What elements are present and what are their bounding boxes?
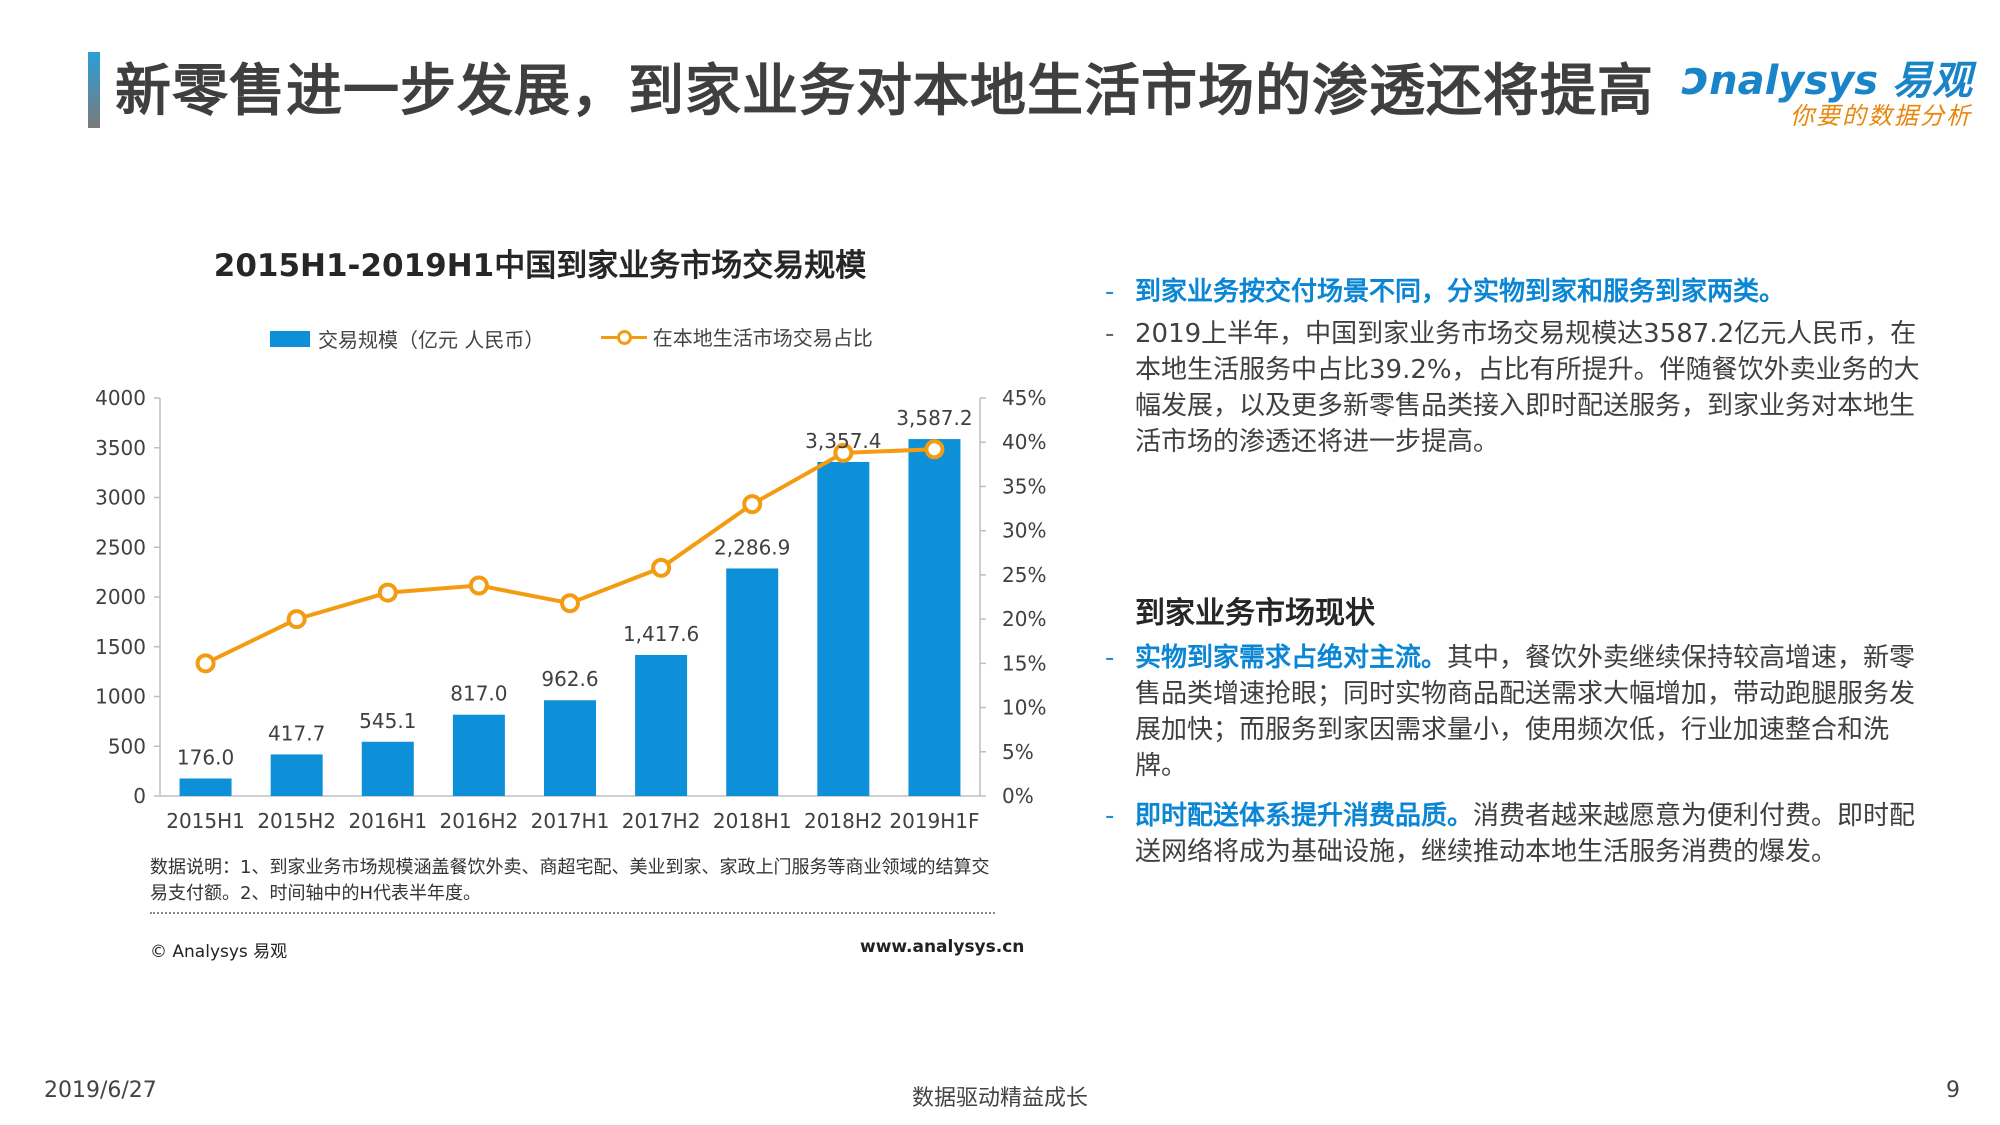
bar [179,778,232,796]
analysys-logo: ↄnalysys 易观 你要的数据分析 [1682,48,1972,132]
bar-data-label: 3,587.2 [896,406,972,430]
legend-label-line: 在本地生活市场交易占比 [652,326,873,350]
y-left-tick-label: 3500 [95,436,146,460]
chart-copyright: © Analysys 易观 [150,942,288,962]
y-right-tick-label: 40% [1002,430,1046,454]
bar [544,700,596,796]
section-title: 到家业务市场现状 [1135,596,1375,631]
bullet-dash: - [1105,801,1115,831]
x-tick-label: 2018H2 [804,809,883,833]
logo-text: ↄnalysys 易观 [1681,51,1972,105]
chart-title: 2015H1-2019H1中国到家业务市场交易规模 [213,248,867,284]
line-point [195,653,216,674]
line-point [833,442,854,463]
bar-data-label: 176.0 [177,745,234,769]
logo-slogan: 你要的数据分析 [1790,102,1972,130]
bar [361,741,414,796]
bullet-1: - 到家业务按交付场景不同，分实物到家和服务到家两类。 [1105,274,1925,310]
y-right-tick-label: 35% [1002,474,1046,498]
line-point [742,494,763,515]
bar-data-label: 962.6 [541,667,598,691]
y-right-tick-label: 25% [1002,563,1046,587]
bullet-3-highlight: 实物到家需求占绝对主流。 [1135,643,1448,673]
bar [635,654,688,796]
bar-data-label: 417.7 [268,721,325,745]
bullet-group-2: - 实物到家需求占绝对主流。其中，餐饮外卖继续保持较高增速，新零售品类增速抢眼；… [1105,640,1925,870]
line-point [377,582,398,603]
y-left-tick-label: 1500 [95,635,146,659]
legend-label-bar: 交易规模（亿元 人民币） [318,328,545,352]
x-tick-label: 2017H1 [531,809,610,833]
bar [270,754,323,796]
y-right-tick-label: 0% [1002,784,1034,808]
bar-data-label: 817.0 [450,682,507,706]
footer-page-number: 9 [1946,1078,1960,1103]
bar [452,714,505,796]
y-right-tick-label: 20% [1002,607,1046,631]
x-tick-label: 2017H2 [622,809,701,833]
x-tick-label: 2018H1 [713,809,792,833]
bar-data-label: 2,286.9 [714,535,790,559]
y-right-tick-label: 15% [1002,651,1046,675]
bullet-group-1: - 到家业务按交付场景不同，分实物到家和服务到家两类。 - 2019上半年，中国… [1105,274,1925,460]
bullet-2: - 2019上半年，中国到家业务市场交易规模达3587.2亿元人民币，在本地生活… [1105,316,1925,460]
bullet-3-text: 其中，餐饮外卖继续保持较高增速，新零售品类增速抢眼；同时实物商品配送需求大幅增加… [1135,643,1916,781]
line-point [560,593,580,614]
bar [908,439,961,796]
bullet-2-text: 2019上半年，中国到家业务市场交易规模达3587.2亿元人民币，在本地生活服务… [1135,319,1920,457]
y-left-tick-label: 3000 [95,486,146,510]
title-accent-bar [88,52,100,128]
bullet-dash: - [1105,277,1115,307]
bar-data-label: 545.1 [359,709,416,733]
chart-note: 数据说明：1、到家业务市场规模涵盖餐饮外卖、商超宅配、美业到家、家政上门服务等商… [150,857,990,904]
bullet-4: - 即时配送体系提升消费品质。消费者越来越愿意为便利付费。即时配送网络将成为基础… [1105,798,1925,870]
y-right-tick-label: 5% [1002,740,1034,764]
bar [817,461,870,796]
y-left-tick-label: 2500 [95,535,146,559]
line-point [924,439,945,460]
y-right-tick-label: 45% [1002,386,1046,410]
bullet-4-text: 消费者越来越愿意为便利付费。即时配送网络将成为基础设施，继续推动本地生活服务消费… [1135,801,1916,867]
legend-item-line: 在本地生活市场交易占比 [600,322,873,351]
x-tick-label: 2016H1 [348,809,427,833]
bullet-1-highlight: 到家业务按交付场景不同，分实物到家和服务到家两类。 [1135,277,1786,307]
page-title: 新零售进一步发展，到家业务对本地生活市场的渗透还将提高 [115,59,1654,124]
bullet-dash: - [1105,643,1115,673]
legend-swatch-line [600,327,647,347]
chart-legend: 交易规模（亿元 人民币） 在本地生活市场交易占比 [270,322,923,356]
bullet-dash: - [1105,319,1115,349]
y-left-tick-label: 500 [108,734,146,758]
bar-data-label: 3,357.4 [805,429,881,453]
bullet-4-highlight: 即时配送体系提升消费品质。 [1135,801,1474,831]
y-left-tick-label: 1000 [95,685,146,709]
x-tick-label: 2016H2 [440,809,519,833]
bullet-3: - 实物到家需求占绝对主流。其中，餐饮外卖继续保持较高增速，新零售品类增速抢眼；… [1105,640,1925,784]
legend-item-bar: 交易规模（亿元 人民币） [270,324,544,353]
y-right-tick-label: 10% [1002,696,1046,720]
line-point [651,557,672,578]
y-left-tick-label: 0 [133,784,146,808]
bar-data-label: 1,417.6 [623,622,699,646]
chart-plot: 4000 3500 3000 2500 2000 1500 1000 500 0 45% 40% 35… [95,386,1046,833]
x-tick-label: 2015H2 [257,809,336,833]
line-point [468,575,489,596]
x-tick-label: 2019H1F [889,809,979,833]
note-divider [150,912,995,914]
y-left-tick-label: 4000 [95,386,146,410]
y-right-tick-label: 30% [1002,519,1046,543]
x-tick-label: 2015H1 [166,809,245,833]
footer-date: 2019/6/27 [44,1078,157,1103]
y-left-tick-label: 2000 [95,585,146,609]
footer-slogan: 数据驱动精益成长 [911,1086,1088,1111]
bar [726,568,779,796]
chart-source-site: www.analysys.cn [860,937,1025,957]
legend-swatch-bar [270,330,310,347]
line-point [286,609,307,630]
